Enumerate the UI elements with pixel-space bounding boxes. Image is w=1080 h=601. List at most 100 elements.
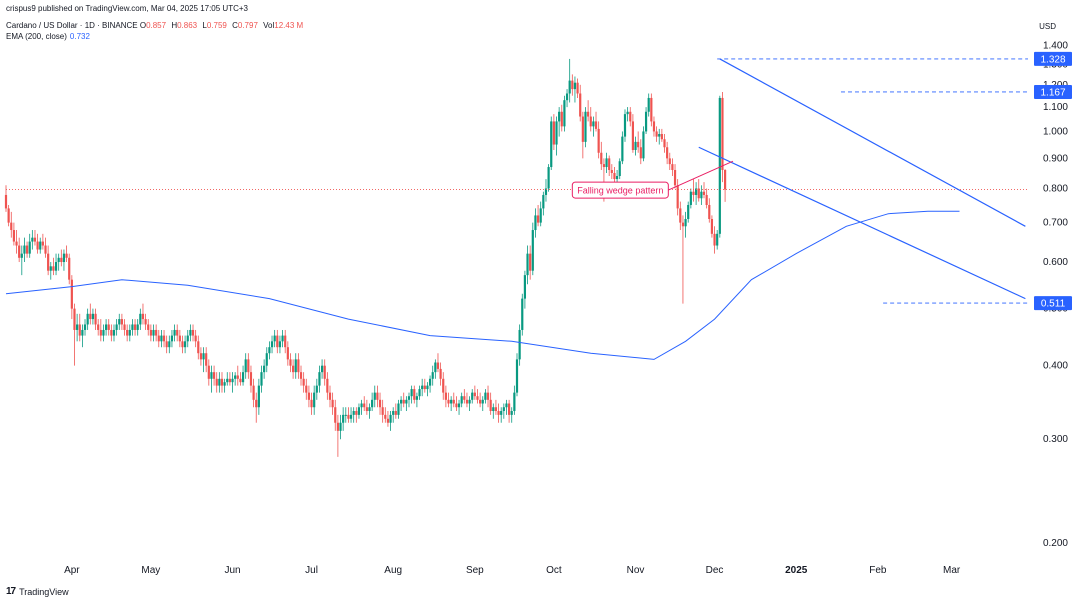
ema-line	[5, 210, 960, 360]
candle-body	[494, 407, 498, 412]
candle-body	[550, 121, 553, 168]
candle-body	[713, 233, 716, 246]
candle-body	[294, 359, 297, 373]
y-tick-label: 0.300	[1043, 434, 1068, 445]
candle-body	[592, 121, 595, 127]
candle-body	[86, 313, 89, 325]
candle-body	[7, 208, 10, 223]
tradingview-brand[interactable]: 17 TradingView	[6, 586, 69, 597]
candle-body	[342, 414, 345, 423]
symbol-label[interactable]: Cardano / US Dollar · 1D · BINANCE	[6, 21, 138, 30]
candle-body	[652, 121, 656, 132]
candle-body	[400, 399, 403, 404]
candle-body	[642, 131, 645, 159]
candle-body	[621, 136, 624, 162]
candle-body	[344, 414, 347, 416]
candle-body	[136, 324, 139, 330]
x-tick-label: Feb	[869, 565, 887, 576]
candle-body	[615, 176, 619, 180]
low-value: 0.759	[206, 21, 227, 30]
candle-body	[463, 396, 466, 400]
volume-key: Vol	[263, 21, 275, 30]
candle-body	[431, 372, 434, 379]
candle-body	[539, 208, 542, 223]
price-tag-label: 0.511	[1041, 299, 1066, 310]
candle-body	[54, 262, 58, 271]
candle-body	[318, 372, 321, 386]
candle-body	[655, 131, 658, 137]
candle-body	[184, 341, 187, 348]
candle-body	[189, 329, 192, 336]
candle-body	[684, 218, 687, 227]
candle-body	[326, 378, 329, 393]
candle-body	[36, 241, 39, 250]
candle-body	[573, 82, 577, 90]
candle-body	[473, 392, 476, 397]
candle-body	[270, 341, 274, 348]
candle-body	[436, 362, 440, 369]
candle-body	[349, 414, 353, 419]
candle-body	[170, 335, 174, 342]
candle-body	[484, 392, 487, 400]
candle-body	[529, 253, 532, 271]
candle-body	[65, 253, 68, 258]
candle-body	[568, 80, 571, 94]
candle-body	[626, 111, 629, 115]
candle-body	[297, 359, 300, 373]
ema-legend[interactable]: EMA (200, close) 0.732	[6, 32, 90, 41]
candle-body	[244, 359, 247, 373]
candle-body	[286, 347, 289, 360]
candle-body	[434, 362, 437, 373]
candle-body	[44, 245, 47, 254]
candle-body	[336, 422, 339, 431]
y-tick-label: 0.200	[1043, 538, 1068, 549]
close-value: 0.797	[237, 21, 258, 30]
candle-body	[289, 359, 292, 366]
candle-body	[149, 329, 152, 336]
candle-body	[73, 308, 76, 330]
candle-body	[716, 233, 719, 246]
candle-body	[600, 152, 603, 165]
candle-body	[133, 324, 137, 330]
candle-body	[315, 385, 318, 393]
candle-body	[292, 365, 295, 373]
candle-body	[323, 365, 326, 379]
candle-body	[442, 378, 445, 393]
candle-body	[162, 335, 166, 342]
x-tick-label: May	[141, 565, 160, 576]
candle-body	[410, 389, 413, 397]
candle-body	[260, 372, 263, 386]
currency-label: USD	[1039, 22, 1056, 31]
candle-body	[589, 116, 592, 127]
candle-body	[479, 399, 482, 404]
candle-body	[502, 407, 505, 412]
candle-body	[507, 403, 511, 415]
candle-body	[605, 158, 608, 168]
candle-body	[49, 266, 52, 271]
candle-body	[623, 114, 627, 137]
candle-body	[663, 139, 666, 148]
candle-body	[679, 208, 682, 223]
candle-body	[102, 329, 105, 336]
open-key: O	[139, 21, 147, 30]
candle-body	[168, 341, 171, 348]
candle-body	[18, 245, 21, 258]
candle-body	[239, 378, 242, 383]
publisher-line: crispus9 published on TradingView.com, M…	[6, 4, 248, 13]
candle-body	[531, 230, 534, 271]
y-tick-label: 1.400	[1043, 40, 1068, 51]
candle-body	[407, 396, 411, 400]
x-tick-label: Nov	[627, 565, 645, 576]
candle-body	[500, 411, 503, 415]
candle-body	[376, 392, 379, 400]
candle-body	[126, 329, 129, 336]
candle-body	[31, 237, 34, 242]
candle-body	[405, 399, 408, 404]
candle-body	[523, 275, 527, 299]
annotation-pointer	[668, 160, 734, 191]
candle-body	[115, 324, 118, 330]
candle-body	[705, 194, 708, 205]
candle-body	[418, 389, 421, 397]
candle-body	[62, 253, 66, 263]
